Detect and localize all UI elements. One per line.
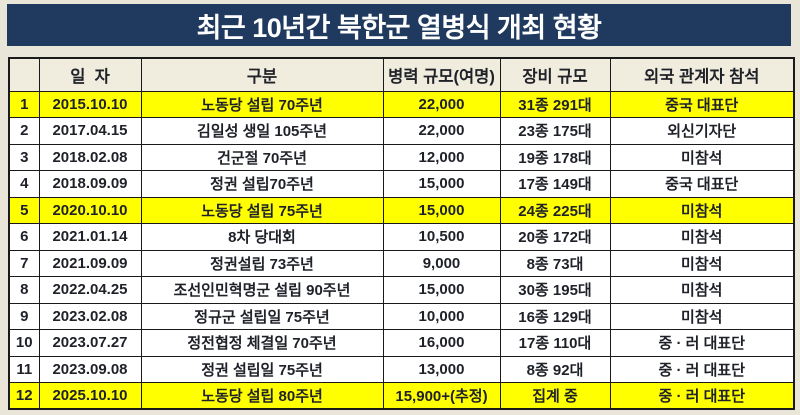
cell-troops: 15,000 (382, 196, 501, 224)
cell-date: 2017.04.15 (38, 117, 142, 145)
cell-category: 정권설립 73주년 (140, 249, 384, 277)
cell-date: 2020.10.10 (38, 196, 142, 224)
cell-equipment: 8종 92대 (499, 355, 611, 383)
cell-category: 노동당 설립 75주년 (140, 196, 384, 224)
cell-equipment: 20종 172대 (499, 223, 611, 251)
table-row: 2 2017.04.15 김일성 생일 105주년 22,000 23종 175… (8, 117, 795, 145)
table-row: 6 2021.01.14 8차 당대회 10,500 20종 172대 미참석 (8, 223, 795, 251)
cell-no: 7 (8, 249, 40, 277)
cell-troops: 15,000 (382, 276, 501, 304)
cell-attendance: 중국 대표단 (609, 90, 795, 118)
cell-equipment: 집계 중 (499, 382, 611, 410)
cell-equipment: 24종 225대 (499, 196, 611, 224)
table-row: 4 2018.09.09 정권 설립70주년 15,000 17종 149대 중… (8, 170, 795, 198)
cell-equipment: 19종 178대 (499, 143, 611, 171)
cell-no: 9 (8, 302, 40, 330)
cell-date: 2021.09.09 (38, 249, 142, 277)
cell-category: 정전협정 체결일 70주년 (140, 329, 384, 357)
cell-attendance: 중 · 러 대표단 (609, 382, 795, 410)
cell-category: 김일성 생일 105주년 (140, 117, 384, 145)
cell-equipment: 30종 195대 (499, 276, 611, 304)
column-header-equipment: 장비 규모 (499, 57, 611, 92)
column-header-no (8, 57, 40, 92)
cell-category: 정권 설립일 75주년 (140, 355, 384, 383)
cell-attendance: 미참석 (609, 223, 795, 251)
cell-date: 2021.01.14 (38, 223, 142, 251)
cell-equipment: 17종 149대 (499, 170, 611, 198)
cell-attendance: 미참석 (609, 276, 795, 304)
column-header-attendance: 외국 관계자 참석 (609, 57, 795, 92)
cell-category: 8차 당대회 (140, 223, 384, 251)
cell-date: 2025.10.10 (38, 382, 142, 410)
cell-category: 조선인민혁명군 설립 90주년 (140, 276, 384, 304)
title-bar: 최근 10년간 북한군 열병식 개최 현황 (7, 4, 791, 46)
cell-equipment: 8종 73대 (499, 249, 611, 277)
cell-no: 12 (8, 382, 40, 410)
cell-troops: 10,500 (382, 223, 501, 251)
cell-no: 2 (8, 117, 40, 145)
cell-attendance: 미참석 (609, 249, 795, 277)
table-row: 3 2018.02.08 건군절 70주년 12,000 19종 178대 미참… (8, 143, 795, 171)
table-row: 7 2021.09.09 정권설립 73주년 9,000 8종 73대 미참석 (8, 249, 795, 277)
parade-table: 일 자 구분 병력 규모(여명) 장비 규모 외국 관계자 참석 1 2015.… (8, 57, 795, 410)
cell-category: 정권 설립70주년 (140, 170, 384, 198)
cell-attendance: 미참석 (609, 196, 795, 224)
column-header-troops: 병력 규모(여명) (382, 57, 501, 92)
table-row: 11 2023.09.08 정권 설립일 75주년 13,000 8종 92대 … (8, 355, 795, 383)
cell-no: 4 (8, 170, 40, 198)
cell-troops: 22,000 (382, 117, 501, 145)
cell-no: 1 (8, 90, 40, 118)
cell-attendance: 중국 대표단 (609, 170, 795, 198)
cell-category: 노동당 설립 80주년 (140, 382, 384, 410)
cell-date: 2023.07.27 (38, 329, 142, 357)
table-row: 1 2015.10.10 노동당 설립 70주년 22,000 31종 291대… (8, 90, 795, 118)
cell-category: 노동당 설립 70주년 (140, 90, 384, 118)
cell-troops: 16,000 (382, 329, 501, 357)
cell-attendance: 미참석 (609, 302, 795, 330)
cell-attendance: 외신기자단 (609, 117, 795, 145)
cell-equipment: 17종 110대 (499, 329, 611, 357)
cell-no: 5 (8, 196, 40, 224)
cell-category: 건군절 70주년 (140, 143, 384, 171)
cell-troops: 10,000 (382, 302, 501, 330)
cell-date: 2022.04.25 (38, 276, 142, 304)
table-header: 일 자 구분 병력 규모(여명) 장비 규모 외국 관계자 참석 (8, 57, 795, 92)
cell-date: 2018.02.08 (38, 143, 142, 171)
cell-troops: 15,900+(추정) (382, 382, 501, 410)
header-row: 일 자 구분 병력 규모(여명) 장비 규모 외국 관계자 참석 (8, 57, 795, 92)
cell-no: 3 (8, 143, 40, 171)
cell-troops: 15,000 (382, 170, 501, 198)
cell-no: 11 (8, 355, 40, 383)
cell-equipment: 23종 175대 (499, 117, 611, 145)
column-header-category: 구분 (140, 57, 384, 92)
cell-attendance: 중 · 러 대표단 (609, 355, 795, 383)
cell-troops: 13,000 (382, 355, 501, 383)
table-row: 10 2023.07.27 정전협정 체결일 70주년 16,000 17종 1… (8, 329, 795, 357)
table-row: 8 2022.04.25 조선인민혁명군 설립 90주년 15,000 30종 … (8, 276, 795, 304)
cell-attendance: 중 · 러 대표단 (609, 329, 795, 357)
cell-troops: 9,000 (382, 249, 501, 277)
cell-date: 2015.10.10 (38, 90, 142, 118)
table-row: 9 2023.02.08 정규군 설립일 75주년 10,000 16종 129… (8, 302, 795, 330)
table-body: 1 2015.10.10 노동당 설립 70주년 22,000 31종 291대… (8, 90, 795, 410)
table-row: 12 2025.10.10 노동당 설립 80주년 15,900+(추정) 집계… (8, 382, 795, 410)
cell-date: 2018.09.09 (38, 170, 142, 198)
cell-troops: 22,000 (382, 90, 501, 118)
cell-date: 2023.09.08 (38, 355, 142, 383)
cell-no: 10 (8, 329, 40, 357)
cell-date: 2023.02.08 (38, 302, 142, 330)
cell-equipment: 31종 291대 (499, 90, 611, 118)
cell-no: 6 (8, 223, 40, 251)
cell-category: 정규군 설립일 75주년 (140, 302, 384, 330)
cell-no: 8 (8, 276, 40, 304)
table-row: 5 2020.10.10 노동당 설립 75주년 15,000 24종 225대… (8, 196, 795, 224)
cell-equipment: 16종 129대 (499, 302, 611, 330)
column-header-date: 일 자 (38, 57, 142, 92)
cell-attendance: 미참석 (609, 143, 795, 171)
page-title: 최근 10년간 북한군 열병식 개최 현황 (196, 12, 602, 43)
cell-troops: 12,000 (382, 143, 501, 171)
